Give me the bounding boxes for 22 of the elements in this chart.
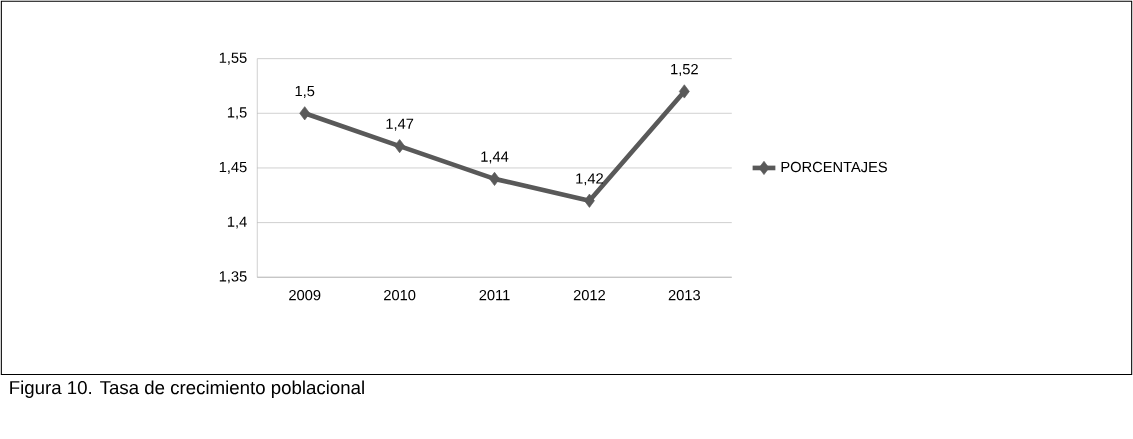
x-tick-label: 2013 [668, 290, 700, 301]
y-tick-label: 1,45 [219, 162, 247, 175]
point [489, 172, 500, 187]
y-tick-label: 1,55 [219, 52, 247, 65]
x-tick-label: 2012 [573, 290, 605, 301]
text: 1,47 [386, 118, 414, 131]
point [679, 84, 690, 99]
x-tick-label: 2009 [289, 290, 321, 301]
text: 1,42 [576, 173, 603, 186]
text: 1,52 [671, 64, 698, 77]
y-tick-label: 1,35 [219, 271, 247, 284]
point [299, 106, 311, 121]
y-tick-label: 1,5 [227, 107, 247, 120]
text: 1,44 [481, 151, 509, 164]
x-tick-label: 2011 [479, 290, 510, 301]
point [394, 139, 405, 154]
text: 1,5 [295, 86, 315, 99]
x-tick-label: 2010 [384, 290, 416, 301]
y-tick-label: 1,4 [227, 216, 247, 229]
legend-label: PORCENTAJES [781, 162, 887, 173]
point [584, 193, 595, 208]
text: Figura 10. Tasa de crecimiento poblacional [10, 380, 364, 399]
